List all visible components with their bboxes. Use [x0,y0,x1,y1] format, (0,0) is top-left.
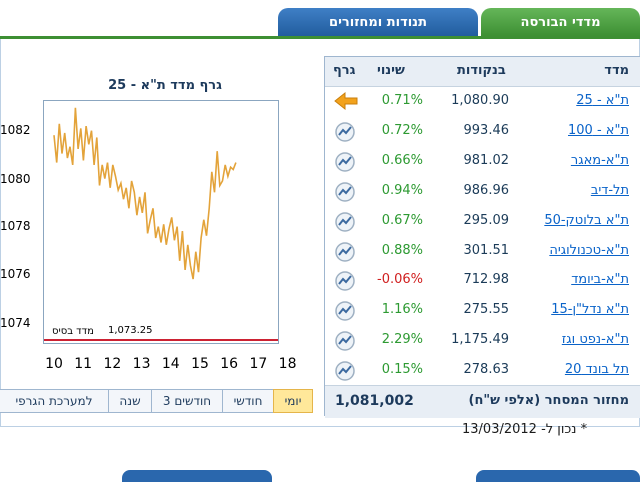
tab-exchange-indices[interactable]: מדדי הבורסה [481,8,640,36]
tab-underline [0,36,640,39]
points-value: 986.96 [463,182,510,198]
chart-title: גרף מדד ת"א - 25 [108,78,222,93]
period-button-3-months[interactable]: 3 חודשים [151,389,223,413]
x-tick-label: 12 [103,356,122,372]
x-tick-label: 10 [45,356,63,372]
header-change: שינוי [377,63,405,78]
y-tick-label: 1080 [0,172,31,186]
x-tick-label: 13 [132,356,151,372]
x-tick-label: 11 [74,356,93,372]
table-header: מדד בנקודות שינוי גרף [325,57,640,87]
chart-icon[interactable] [333,180,359,202]
chart-icon[interactable] [333,269,359,292]
y-tick-label: 1076 [0,267,31,281]
chart-icon[interactable] [333,299,359,322]
turnover-row: מחזור המסחר (אלפי ש"ח) 1,081,002 [325,385,640,418]
x-tick-label: 15 [191,356,209,372]
period-selector: למערכת הגרפי שנה 3 חודשים חודשי יומי [0,389,313,413]
period-button-graph-system[interactable]: למערכת הגרפי [0,389,109,413]
table-row: 1.16% 275.55 ת"א נדל"ן-15 [325,295,640,325]
points-value: 295.09 [463,212,510,228]
y-tick-label: 1078 [0,219,31,233]
turnover-value: 1,081,002 [335,393,414,409]
header-points: בנקודות [457,63,506,78]
tab-movements-turnover[interactable]: תנודות ומחזורים [278,8,478,36]
bottom-tab[interactable] [476,470,640,482]
table-row: 0.66% 981.02 ת"א-מאגר [325,146,640,176]
index-link[interactable]: ת"א נדל"ן-15 [551,302,629,318]
index-link[interactable]: ת"א-מאגר [570,152,629,168]
points-value: 301.51 [463,242,510,258]
series-line [53,107,237,280]
change-value: 0.94% [381,182,423,198]
change-value: 0.15% [381,362,423,378]
base-index-label: מדד בסיס [52,326,94,337]
points-value: 275.55 [463,302,510,318]
header-graph: גרף [333,63,356,78]
arrow-left-icon[interactable] [333,90,359,112]
points-value: 1,175.49 [451,332,509,348]
x-tick-label: 14 [161,356,180,372]
change-value: 0.88% [381,242,423,258]
updated-date: * נכון ל- 13/03/2012 [462,422,588,437]
header-index: מדד [604,63,629,78]
index-link[interactable]: ת"א - 100 [568,122,629,138]
points-value: 278.63 [463,362,510,378]
change-value: -0.06% [377,272,423,288]
change-value: 0.67% [381,212,423,228]
table-row: 0.72% 993.46 ת"א - 100 [325,116,640,146]
table-row: -0.06% 712.98 ת"א-ביומד [325,265,640,295]
change-value: 0.66% [381,152,423,168]
x-tick-label: 17 [249,356,268,372]
x-tick-label: 18 [278,356,297,372]
table-row: 0.15% 278.63 תל בונד 20 [325,355,640,385]
chart-icon[interactable] [333,359,359,381]
indices-table: מדד בנקודות שינוי גרף 0.71% 1,080.90 ת"א… [324,56,640,418]
change-value: 0.72% [381,122,423,138]
chart-icon[interactable] [333,150,359,172]
points-value: 712.98 [463,272,510,288]
table-row: 0.71% 1,080.90 ת"א - 25 [325,86,640,116]
chart-plot-area [43,100,279,344]
change-value: 2.29% [381,332,423,348]
index-link[interactable]: ת"א בלוטק-50 [544,212,629,228]
table-row: 0.88% 301.51 ת"א-טכנולוגיה [325,236,640,266]
x-tick-label: 16 [220,356,239,372]
baseline-marker [44,339,278,341]
points-value: 1,080.90 [451,93,509,108]
base-index-value: 1,073.25 [108,325,153,336]
table-row: 0.94% 986.96 תל-דיב [325,176,640,206]
period-button-year[interactable]: שנה [108,389,152,413]
line-chart [53,107,237,280]
turnover-label: מחזור המסחר (אלפי ש"ח) [468,393,630,408]
index-link[interactable]: ת"א-טכנולוגיה [549,242,629,258]
index-link[interactable]: ת"א-ביומד [571,272,629,288]
bottom-tab[interactable] [122,470,272,482]
chart-icon[interactable] [333,240,359,262]
change-value: 0.71% [381,93,423,108]
table-row: 0.67% 295.09 ת"א בלוטק-50 [325,206,640,236]
points-value: 993.46 [463,122,510,138]
chart-icon[interactable] [333,120,359,142]
index-link[interactable]: ת"א - 25 [576,93,629,108]
period-button-daily[interactable]: יומי [273,389,313,413]
chart-icon[interactable] [333,329,359,351]
y-tick-label: 1074 [0,316,31,330]
table-row: 2.29% 1,175.49 ת"א-נפט וגז [325,325,640,355]
chart-icon[interactable] [333,210,359,232]
period-button-monthly[interactable]: חודשי [222,389,274,413]
index-link[interactable]: תל-דיב [590,182,629,198]
index-link[interactable]: תל בונד 20 [564,362,629,378]
points-value: 981.02 [463,152,510,168]
y-tick-label: 1082 [0,123,31,137]
change-value: 1.16% [381,302,423,318]
index-link[interactable]: ת"א-נפט וגז [561,332,629,348]
